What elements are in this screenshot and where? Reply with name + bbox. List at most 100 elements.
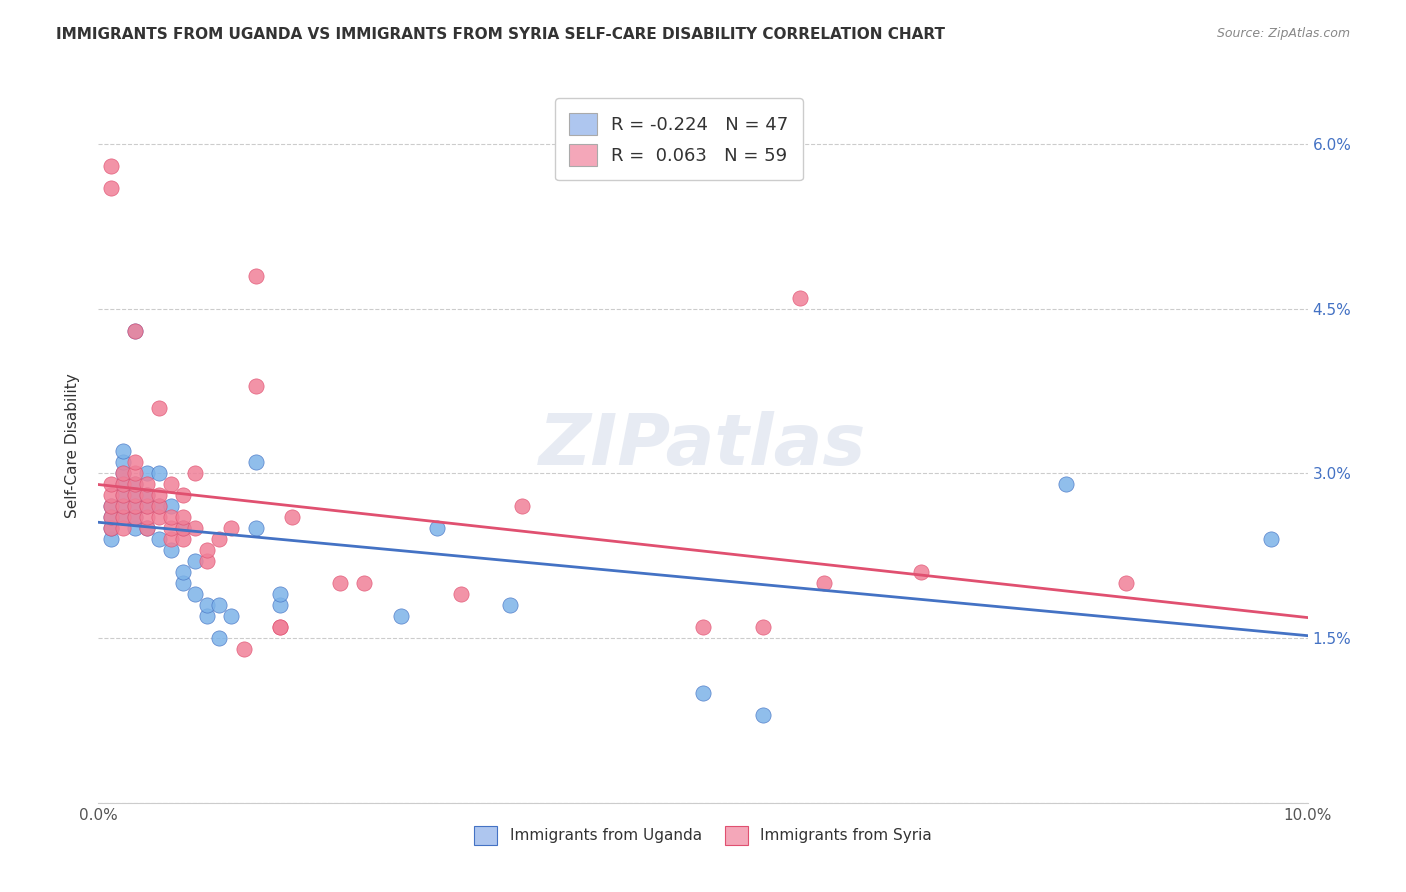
Point bbox=[752, 620, 775, 634]
Point bbox=[111, 444, 134, 458]
Point bbox=[232, 642, 254, 657]
Point bbox=[148, 500, 170, 514]
Point bbox=[329, 576, 352, 591]
Point bbox=[208, 631, 231, 645]
Point bbox=[100, 488, 122, 502]
Point bbox=[172, 566, 194, 580]
Point bbox=[100, 181, 122, 195]
Point bbox=[135, 488, 157, 502]
Point bbox=[111, 467, 134, 481]
Point bbox=[160, 543, 183, 558]
Point bbox=[111, 477, 134, 491]
Point bbox=[172, 488, 194, 502]
Point bbox=[752, 708, 775, 723]
Point bbox=[111, 500, 134, 514]
Point bbox=[789, 291, 811, 305]
Point bbox=[100, 521, 122, 535]
Point bbox=[245, 455, 267, 469]
Point bbox=[426, 521, 449, 535]
Point bbox=[172, 576, 194, 591]
Point bbox=[195, 598, 218, 612]
Point bbox=[172, 533, 194, 547]
Point bbox=[195, 609, 218, 624]
Text: IMMIGRANTS FROM UGANDA VS IMMIGRANTS FROM SYRIA SELF-CARE DISABILITY CORRELATION: IMMIGRANTS FROM UGANDA VS IMMIGRANTS FRO… bbox=[56, 27, 945, 42]
Point bbox=[269, 620, 291, 634]
Point bbox=[111, 477, 134, 491]
Point bbox=[813, 576, 835, 591]
Point bbox=[208, 533, 231, 547]
Point bbox=[148, 488, 170, 502]
Point bbox=[135, 467, 157, 481]
Point bbox=[124, 455, 146, 469]
Point bbox=[111, 455, 134, 469]
Point bbox=[353, 576, 375, 591]
Point bbox=[100, 500, 122, 514]
Point bbox=[195, 554, 218, 568]
Point bbox=[124, 467, 146, 481]
Point bbox=[692, 620, 714, 634]
Point bbox=[245, 378, 267, 392]
Point bbox=[221, 609, 243, 624]
Point bbox=[111, 510, 134, 524]
Point bbox=[111, 510, 134, 524]
Point bbox=[135, 477, 157, 491]
Point bbox=[124, 324, 146, 338]
Point bbox=[100, 510, 122, 524]
Point bbox=[100, 510, 122, 524]
Point bbox=[111, 467, 134, 481]
Point bbox=[269, 598, 291, 612]
Point bbox=[148, 401, 170, 415]
Point bbox=[148, 500, 170, 514]
Point bbox=[184, 521, 207, 535]
Point bbox=[389, 609, 412, 624]
Point bbox=[111, 488, 134, 502]
Text: ZIPatlas: ZIPatlas bbox=[540, 411, 866, 481]
Point bbox=[100, 533, 122, 547]
Point bbox=[172, 521, 194, 535]
Point bbox=[111, 521, 134, 535]
Point bbox=[160, 533, 183, 547]
Point bbox=[172, 521, 194, 535]
Point bbox=[160, 510, 183, 524]
Point bbox=[245, 268, 267, 283]
Text: Source: ZipAtlas.com: Source: ZipAtlas.com bbox=[1216, 27, 1350, 40]
Point bbox=[172, 510, 194, 524]
Point bbox=[124, 324, 146, 338]
Point bbox=[124, 500, 146, 514]
Point bbox=[100, 521, 122, 535]
Point bbox=[450, 587, 472, 601]
Point bbox=[269, 587, 291, 601]
Legend: Immigrants from Uganda, Immigrants from Syria: Immigrants from Uganda, Immigrants from … bbox=[467, 818, 939, 852]
Point bbox=[498, 598, 520, 612]
Point bbox=[111, 500, 134, 514]
Point bbox=[124, 488, 146, 502]
Point bbox=[160, 477, 183, 491]
Y-axis label: Self-Care Disability: Self-Care Disability bbox=[65, 374, 80, 518]
Point bbox=[111, 488, 134, 502]
Point bbox=[135, 510, 157, 524]
Point bbox=[100, 159, 122, 173]
Point bbox=[1260, 533, 1282, 547]
Point bbox=[124, 477, 146, 491]
Point bbox=[184, 467, 207, 481]
Point bbox=[160, 500, 183, 514]
Point bbox=[148, 467, 170, 481]
Point bbox=[692, 686, 714, 700]
Point bbox=[281, 510, 304, 524]
Point bbox=[1054, 477, 1077, 491]
Point bbox=[124, 510, 146, 524]
Point bbox=[124, 488, 146, 502]
Point bbox=[124, 510, 146, 524]
Point bbox=[124, 477, 146, 491]
Point bbox=[269, 620, 291, 634]
Point bbox=[510, 500, 533, 514]
Point bbox=[221, 521, 243, 535]
Point bbox=[135, 521, 157, 535]
Point bbox=[160, 521, 183, 535]
Point bbox=[100, 500, 122, 514]
Point bbox=[135, 521, 157, 535]
Point bbox=[148, 533, 170, 547]
Point bbox=[184, 554, 207, 568]
Point bbox=[245, 521, 267, 535]
Point bbox=[124, 521, 146, 535]
